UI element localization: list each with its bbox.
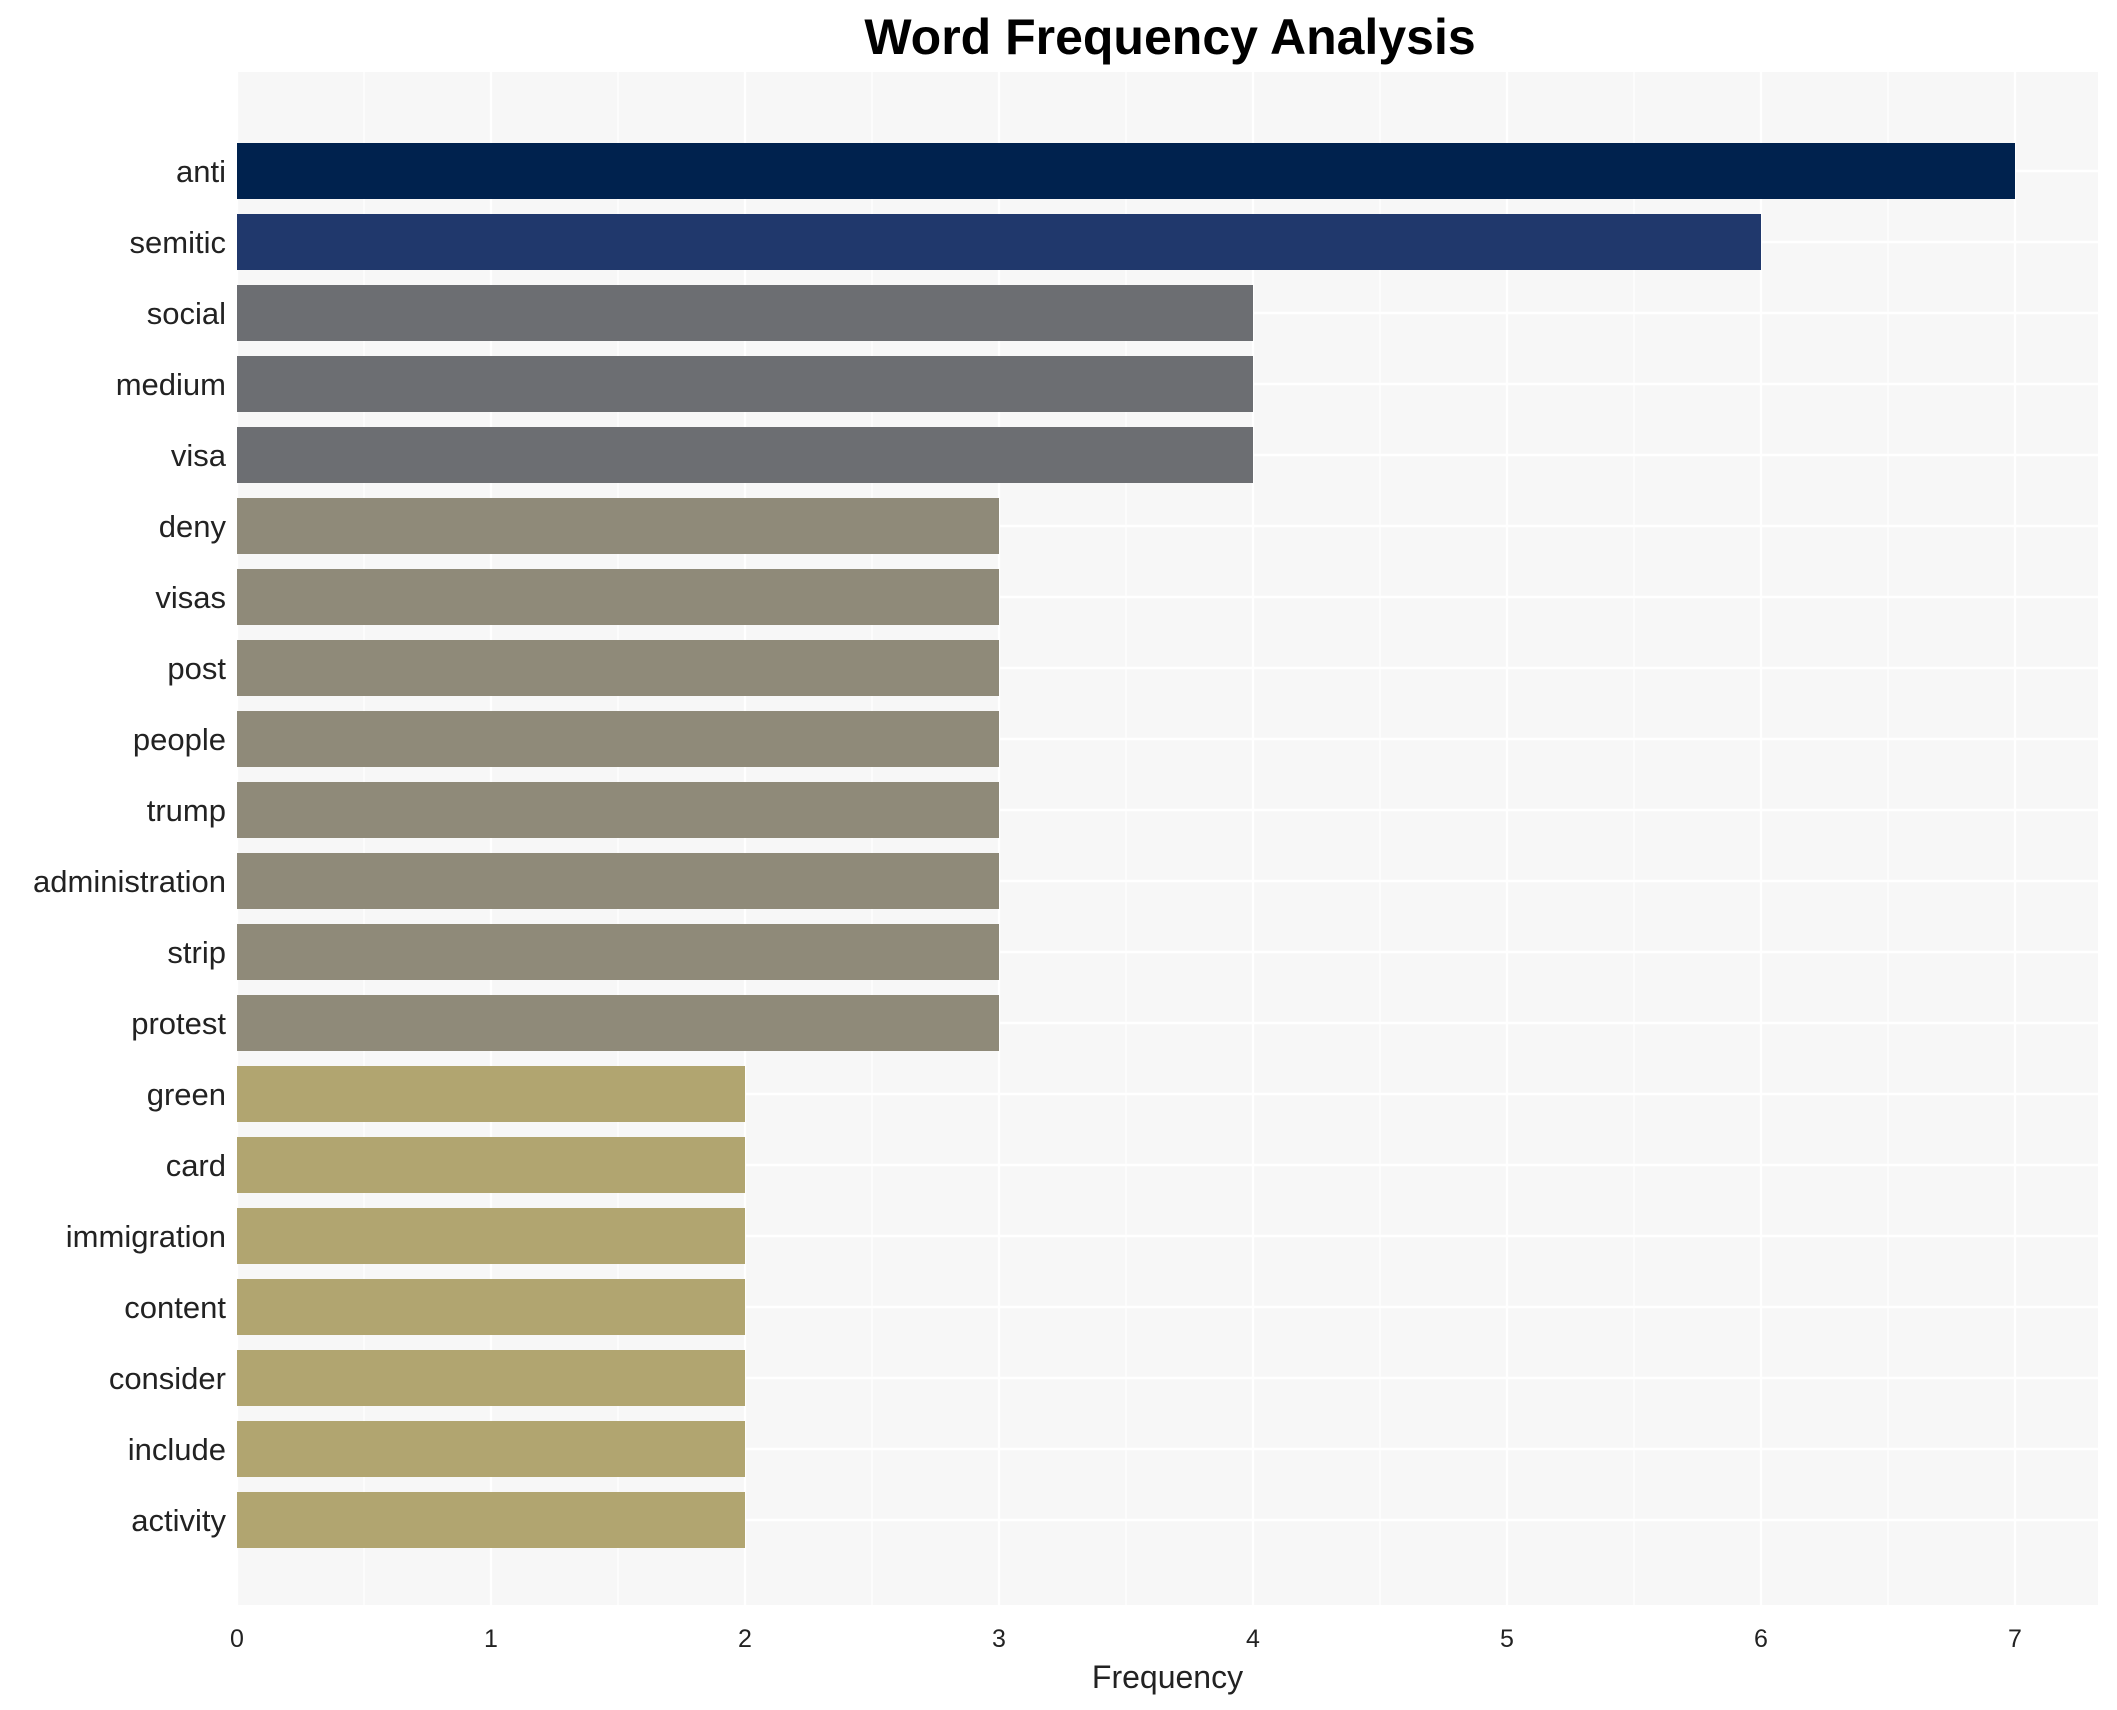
bar-trump [237,782,999,838]
category-label-semitic: semitic [130,225,226,260]
category-label-card: card [166,1148,226,1183]
bar-semitic [237,214,1761,270]
bar-card [237,1137,745,1193]
category-label-visas: visas [155,580,226,615]
x-tick-label: 3 [992,1625,1006,1653]
bar-medium [237,356,1253,412]
category-label-medium: medium [116,367,226,402]
chart-title: Word Frequency Analysis [864,9,1476,65]
bar-strip [237,924,999,980]
x-tick-labels: 0 1 2 3 4 5 6 7 [230,1625,2022,1653]
category-label-social: social [147,296,226,331]
category-label-post: post [167,651,226,686]
x-tick-label: 7 [2008,1625,2022,1653]
bar-deny [237,498,999,554]
category-label-strip: strip [167,935,226,970]
bar-social [237,285,1253,341]
category-label-people: people [133,722,226,757]
x-tick-label: 6 [1754,1625,1768,1653]
bar-immigration [237,1208,745,1264]
x-tick-label: 0 [230,1625,244,1653]
x-tick-label: 4 [1246,1625,1260,1653]
bar-consider [237,1350,745,1406]
bar-content [237,1279,745,1335]
category-label-content: content [124,1290,226,1325]
x-axis-label: Frequency [1092,1659,1243,1695]
category-label-activity: activity [131,1503,226,1538]
category-label-include: include [128,1432,226,1467]
x-tick-label: 1 [484,1625,498,1653]
category-label-trump: trump [147,793,226,828]
category-labels: anti semitic social medium visa deny visas post… [33,154,227,1538]
bar-visa [237,427,1253,483]
bar-activity [237,1492,745,1548]
category-label-green: green [147,1077,226,1112]
bar-anti [237,143,2015,199]
bars [237,143,2015,1548]
category-label-administration: administration [33,864,226,899]
category-label-consider: consider [109,1361,226,1396]
x-tick-label: 5 [1500,1625,1514,1653]
bar-post [237,640,999,696]
category-label-deny: deny [159,509,227,544]
bar-administration [237,853,999,909]
bar-people [237,711,999,767]
bar-include [237,1421,745,1477]
category-label-immigration: immigration [66,1219,226,1254]
x-tick-label: 2 [738,1625,752,1653]
bar-visas [237,569,999,625]
category-label-anti: anti [176,154,226,189]
bar-protest [237,995,999,1051]
category-label-protest: protest [131,1006,226,1041]
bar-green [237,1066,745,1122]
category-label-visa: visa [171,438,227,473]
